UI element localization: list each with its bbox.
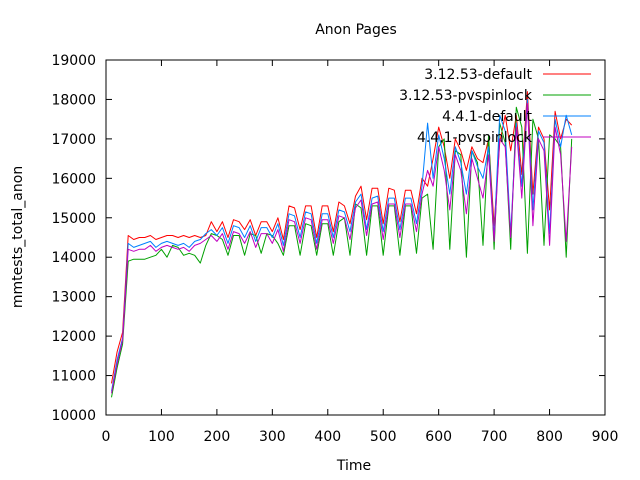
legend-label: 4.4.1-default: [442, 109, 532, 125]
x-tick-label: 0: [102, 429, 111, 445]
x-tick-label: 700: [481, 429, 508, 445]
x-tick-label: 300: [259, 429, 286, 445]
legend-label: 4.4.1-pvspinlock: [417, 130, 533, 146]
y-tick-label: 11000: [51, 369, 96, 385]
x-tick-label: 500: [370, 429, 397, 445]
series-line-4: [111, 102, 573, 394]
legend: 3.12.53-default 3.12.53-pvspinlock 4.4.1-d…: [399, 67, 591, 146]
plot-lines: [111, 91, 573, 398]
y-tick-label: 10000: [51, 408, 96, 424]
y-tick-label: 18000: [51, 92, 96, 108]
x-tick-label: 900: [592, 429, 619, 445]
y-tick-label: 14000: [51, 250, 96, 266]
x-tick-label: 200: [204, 429, 231, 445]
series-line-2: [111, 106, 573, 398]
y-tick-label: 19000: [51, 53, 96, 69]
y-tick-label: 15000: [51, 211, 96, 227]
legend-label: 3.12.53-default: [424, 67, 532, 83]
y-tick-label: 12000: [51, 329, 96, 345]
axis-ticks: 0 100 200 300 400 500 600 700 800 900 10000 11000 12…: [51, 53, 618, 445]
x-tick-label: 100: [148, 429, 175, 445]
x-tick-label: 600: [425, 429, 452, 445]
y-tick-label: 16000: [51, 171, 96, 187]
y-axis-label: mmtests_total_anon: [10, 166, 26, 308]
x-tick-label: 400: [314, 429, 341, 445]
plot-frame: [105, 59, 606, 416]
x-tick-label: 800: [536, 429, 563, 445]
x-axis-label: Time: [336, 458, 371, 474]
y-tick-label: 13000: [51, 290, 96, 306]
legend-label: 3.12.53-pvspinlock: [399, 88, 533, 104]
y-tick-label: 17000: [51, 132, 96, 148]
chart-title: Anon Pages: [315, 22, 397, 38]
